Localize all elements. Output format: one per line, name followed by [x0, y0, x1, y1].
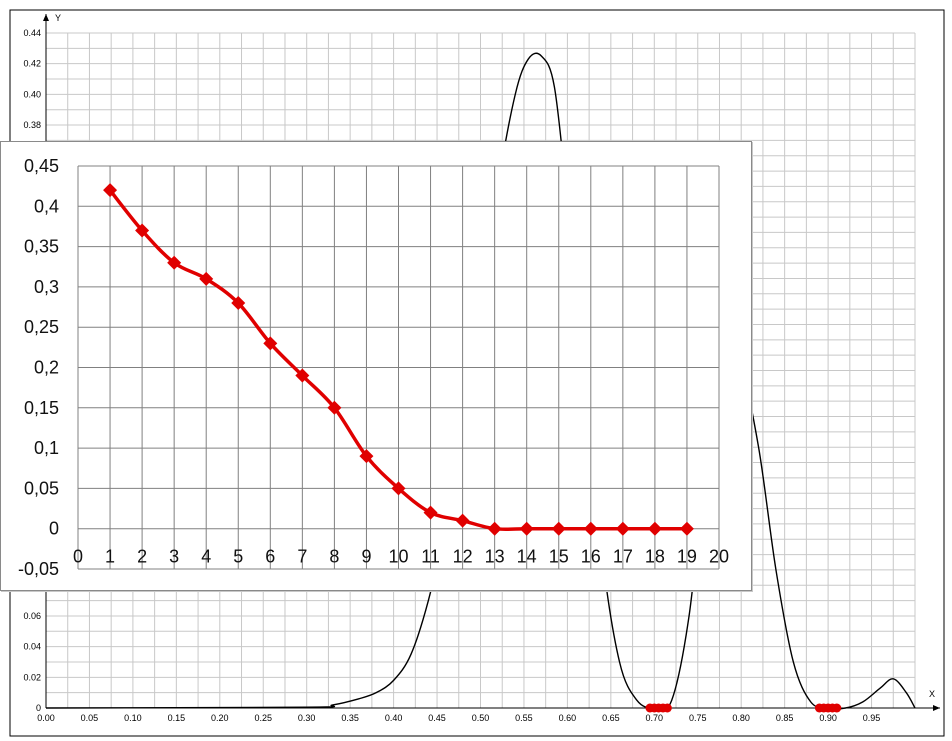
x-tick-label: 0.70 — [646, 713, 664, 723]
inset-data-point — [583, 521, 598, 536]
inset-y-tick-label: 0,1 — [34, 438, 59, 458]
y-tick-label: 0.06 — [23, 611, 41, 621]
inset-x-tick-label: 15 — [549, 547, 569, 567]
inset-y-tick-label: -0,05 — [18, 559, 59, 579]
inset-y-tick-label: 0,3 — [34, 277, 59, 297]
inset-y-tick-label: 0,05 — [24, 478, 59, 498]
inset-x-tick-label: 6 — [265, 547, 275, 567]
highlight-point — [662, 703, 672, 713]
x-tick-label: 0.35 — [341, 713, 359, 723]
y-axis-arrow — [43, 14, 49, 21]
y-tick-label: 0.38 — [23, 120, 41, 130]
inset-data-point — [359, 449, 374, 464]
inset-x-tick-label: 0 — [73, 547, 83, 567]
x-tick-label: 0.50 — [472, 713, 490, 723]
x-tick-label: 0.30 — [298, 713, 316, 723]
x-tick-label: 0.10 — [124, 713, 142, 723]
inset-y-tick-label: 0,2 — [34, 358, 59, 378]
inset-x-tick-label: 13 — [485, 547, 505, 567]
x-axis-label: X — [929, 689, 935, 699]
x-tick-label: 0.20 — [211, 713, 229, 723]
inset-y-tick-label: 0,15 — [24, 398, 59, 418]
x-tick-label: 0.55 — [515, 713, 533, 723]
y-tick-label: 0.42 — [23, 59, 41, 69]
inset-data-point — [455, 513, 470, 528]
inset-data-point — [231, 296, 246, 311]
inset-data-point — [679, 521, 694, 536]
inset-chart: -0,05 0 0,05 0,1 0,15 0,2 0,25 0,3 0,35 0,4 0,45 0 1… — [18, 156, 729, 579]
inset-x-tick-label: 12 — [453, 547, 473, 567]
inset-x-tick-label: 9 — [361, 547, 371, 567]
inset-x-tick-label: 17 — [613, 547, 633, 567]
inset-x-tick-label: 1 — [105, 547, 115, 567]
x-tick-label: 0.65 — [602, 713, 620, 723]
x-tick-label: 0.05 — [81, 713, 99, 723]
x-tick-label: 0.95 — [863, 713, 881, 723]
x-tick-label: 0.90 — [819, 713, 837, 723]
inset-x-tick-label: 19 — [677, 547, 697, 567]
x-tick-label: 0.60 — [559, 713, 577, 723]
inset-data-point — [103, 183, 118, 198]
inset-data-point — [423, 505, 438, 520]
inset-x-tick-label: 3 — [169, 547, 179, 567]
x-tick-label: 0.45 — [428, 713, 446, 723]
y-tick-label: 0.44 — [23, 28, 41, 38]
x-tick-label: 0.15 — [168, 713, 186, 723]
inset-y-tick-label: 0,35 — [24, 237, 59, 257]
inset-x-tick-label: 4 — [201, 547, 211, 567]
y-tick-label: 0.02 — [23, 672, 41, 682]
inset-y-tick-label: 0 — [49, 519, 59, 539]
y-tick-label: 0.40 — [23, 89, 41, 99]
inset-data-point — [391, 481, 406, 496]
x-tick-label: 0.00 — [37, 713, 55, 723]
inset-data-point — [487, 521, 502, 536]
highlight-point — [832, 703, 842, 713]
inset-data-point — [135, 223, 150, 238]
inset-y-tick-label: 0,25 — [24, 317, 59, 337]
inset-x-tick-label: 8 — [329, 547, 339, 567]
inset-x-tick-label: 7 — [297, 547, 307, 567]
inset-x-tick-label: 11 — [421, 547, 440, 567]
inset-x-tick-label: 14 — [517, 547, 537, 567]
inset-data-point — [551, 521, 566, 536]
inset-data-point — [295, 368, 310, 383]
inset-data-point — [615, 521, 630, 536]
y-tick-label: 0.04 — [23, 642, 41, 652]
x-axis-arrow — [933, 705, 940, 711]
x-tick-label: 0.85 — [776, 713, 794, 723]
x-tick-label: 0.25 — [254, 713, 272, 723]
x-tick-label: 0.75 — [689, 713, 707, 723]
inset-x-tick-label: 18 — [645, 547, 665, 567]
x-tick-label: 0.40 — [385, 713, 403, 723]
inset-x-tick-label: 10 — [388, 547, 408, 567]
x-tick-label: 0.80 — [732, 713, 750, 723]
inset-y-tick-label: 0,45 — [24, 156, 59, 176]
inset-y-tick-label: 0,4 — [34, 196, 59, 216]
inset-data-point — [327, 400, 342, 415]
y-axis-label: Y — [55, 13, 61, 23]
inset-chart-panel: -0,05 0 0,05 0,1 0,15 0,2 0,25 0,3 0,35 0,4 0,45 0 1… — [0, 141, 752, 591]
inset-data-point — [167, 255, 182, 270]
inset-x-tick-label: 5 — [233, 547, 243, 567]
inset-x-tick-label: 20 — [709, 547, 729, 567]
inset-data-point — [263, 336, 278, 351]
inset-grid — [77, 165, 720, 570]
inset-data-point — [647, 521, 662, 536]
inset-x-tick-label: 16 — [581, 547, 601, 567]
inset-data-point — [199, 271, 214, 286]
inset-data-point — [519, 521, 534, 536]
inset-x-tick-label: 2 — [137, 547, 147, 567]
y-tick-label: 0 — [36, 703, 41, 713]
